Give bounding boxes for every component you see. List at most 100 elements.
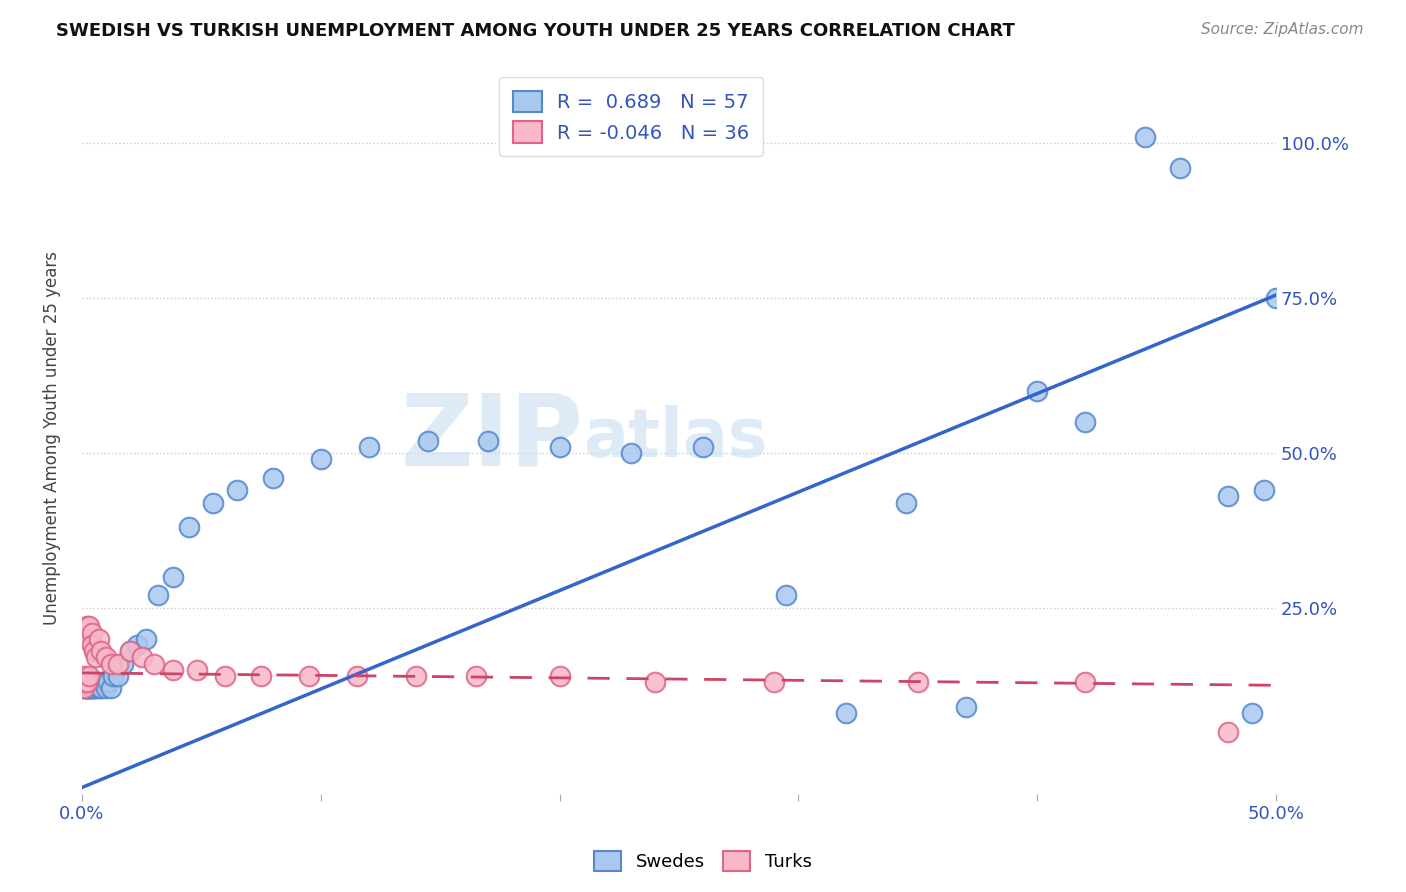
Point bbox=[148, 589, 170, 603]
Point bbox=[346, 669, 368, 683]
Point bbox=[76, 632, 98, 646]
Point bbox=[763, 675, 786, 690]
Point bbox=[93, 675, 115, 690]
Point bbox=[202, 495, 225, 509]
Point bbox=[1133, 130, 1156, 145]
Point bbox=[1265, 291, 1288, 305]
Point bbox=[405, 669, 427, 683]
Point bbox=[90, 681, 112, 696]
Point bbox=[214, 669, 236, 683]
Point bbox=[1253, 483, 1275, 498]
Point bbox=[73, 675, 96, 690]
Legend: R =  0.689   N = 57, R = -0.046   N = 36: R = 0.689 N = 57, R = -0.046 N = 36 bbox=[499, 77, 763, 156]
Point bbox=[1241, 706, 1264, 721]
Point bbox=[907, 675, 929, 690]
Point bbox=[955, 700, 977, 714]
Point bbox=[357, 440, 380, 454]
Point bbox=[250, 669, 273, 683]
Point bbox=[77, 681, 100, 696]
Point bbox=[87, 632, 110, 646]
Point bbox=[83, 675, 105, 690]
Point bbox=[77, 669, 100, 683]
Point bbox=[83, 644, 105, 658]
Point bbox=[162, 663, 184, 677]
Point bbox=[76, 675, 98, 690]
Point bbox=[73, 681, 96, 696]
Point bbox=[83, 681, 105, 696]
Point bbox=[1218, 724, 1240, 739]
Point bbox=[73, 669, 96, 683]
Point bbox=[107, 657, 129, 671]
Point bbox=[97, 675, 120, 690]
Point bbox=[131, 650, 153, 665]
Point bbox=[548, 440, 571, 454]
Point bbox=[73, 675, 96, 690]
Point bbox=[692, 440, 714, 454]
Point bbox=[118, 644, 141, 658]
Point bbox=[76, 675, 98, 690]
Point bbox=[262, 471, 284, 485]
Point bbox=[100, 657, 122, 671]
Point bbox=[418, 434, 440, 448]
Point bbox=[1026, 384, 1049, 398]
Point bbox=[80, 675, 103, 690]
Point bbox=[100, 681, 122, 696]
Text: atlas: atlas bbox=[583, 405, 768, 471]
Point bbox=[77, 619, 100, 633]
Point bbox=[73, 675, 96, 690]
Point bbox=[1170, 161, 1192, 176]
Point bbox=[465, 669, 488, 683]
Point bbox=[76, 619, 98, 633]
Point bbox=[1074, 675, 1097, 690]
Point bbox=[84, 681, 107, 696]
Point bbox=[309, 452, 332, 467]
Point bbox=[125, 638, 148, 652]
Point bbox=[84, 650, 107, 665]
Point bbox=[1218, 490, 1240, 504]
Point bbox=[76, 681, 98, 696]
Point bbox=[73, 675, 96, 690]
Point bbox=[298, 669, 321, 683]
Point bbox=[80, 625, 103, 640]
Point bbox=[94, 681, 117, 696]
Legend: Swedes, Turks: Swedes, Turks bbox=[588, 844, 818, 879]
Point bbox=[548, 669, 571, 683]
Point bbox=[835, 706, 858, 721]
Point bbox=[179, 520, 201, 534]
Point bbox=[162, 570, 184, 584]
Point bbox=[107, 669, 129, 683]
Point bbox=[90, 644, 112, 658]
Point bbox=[73, 681, 96, 696]
Point bbox=[73, 681, 96, 696]
Point bbox=[101, 669, 124, 683]
Point bbox=[894, 495, 917, 509]
Point bbox=[76, 675, 98, 690]
Point bbox=[775, 589, 797, 603]
Point bbox=[80, 681, 103, 696]
Point bbox=[76, 681, 98, 696]
Text: ZIP: ZIP bbox=[401, 389, 583, 486]
Point bbox=[77, 681, 100, 696]
Point bbox=[1074, 415, 1097, 429]
Point bbox=[186, 663, 208, 677]
Point bbox=[477, 434, 499, 448]
Point bbox=[80, 638, 103, 652]
Point bbox=[73, 675, 96, 690]
Text: Source: ZipAtlas.com: Source: ZipAtlas.com bbox=[1201, 22, 1364, 37]
Point bbox=[118, 644, 141, 658]
Point bbox=[644, 675, 666, 690]
Text: SWEDISH VS TURKISH UNEMPLOYMENT AMONG YOUTH UNDER 25 YEARS CORRELATION CHART: SWEDISH VS TURKISH UNEMPLOYMENT AMONG YO… bbox=[56, 22, 1015, 40]
Point bbox=[111, 657, 134, 671]
Point bbox=[135, 632, 157, 646]
Point bbox=[76, 681, 98, 696]
Point bbox=[226, 483, 249, 498]
Point bbox=[80, 681, 103, 696]
Point bbox=[620, 446, 643, 460]
Point bbox=[94, 650, 117, 665]
Y-axis label: Unemployment Among Youth under 25 years: Unemployment Among Youth under 25 years bbox=[44, 251, 60, 624]
Point bbox=[142, 657, 165, 671]
Point bbox=[77, 681, 100, 696]
Point bbox=[87, 681, 110, 696]
Point bbox=[84, 675, 107, 690]
Point bbox=[77, 675, 100, 690]
